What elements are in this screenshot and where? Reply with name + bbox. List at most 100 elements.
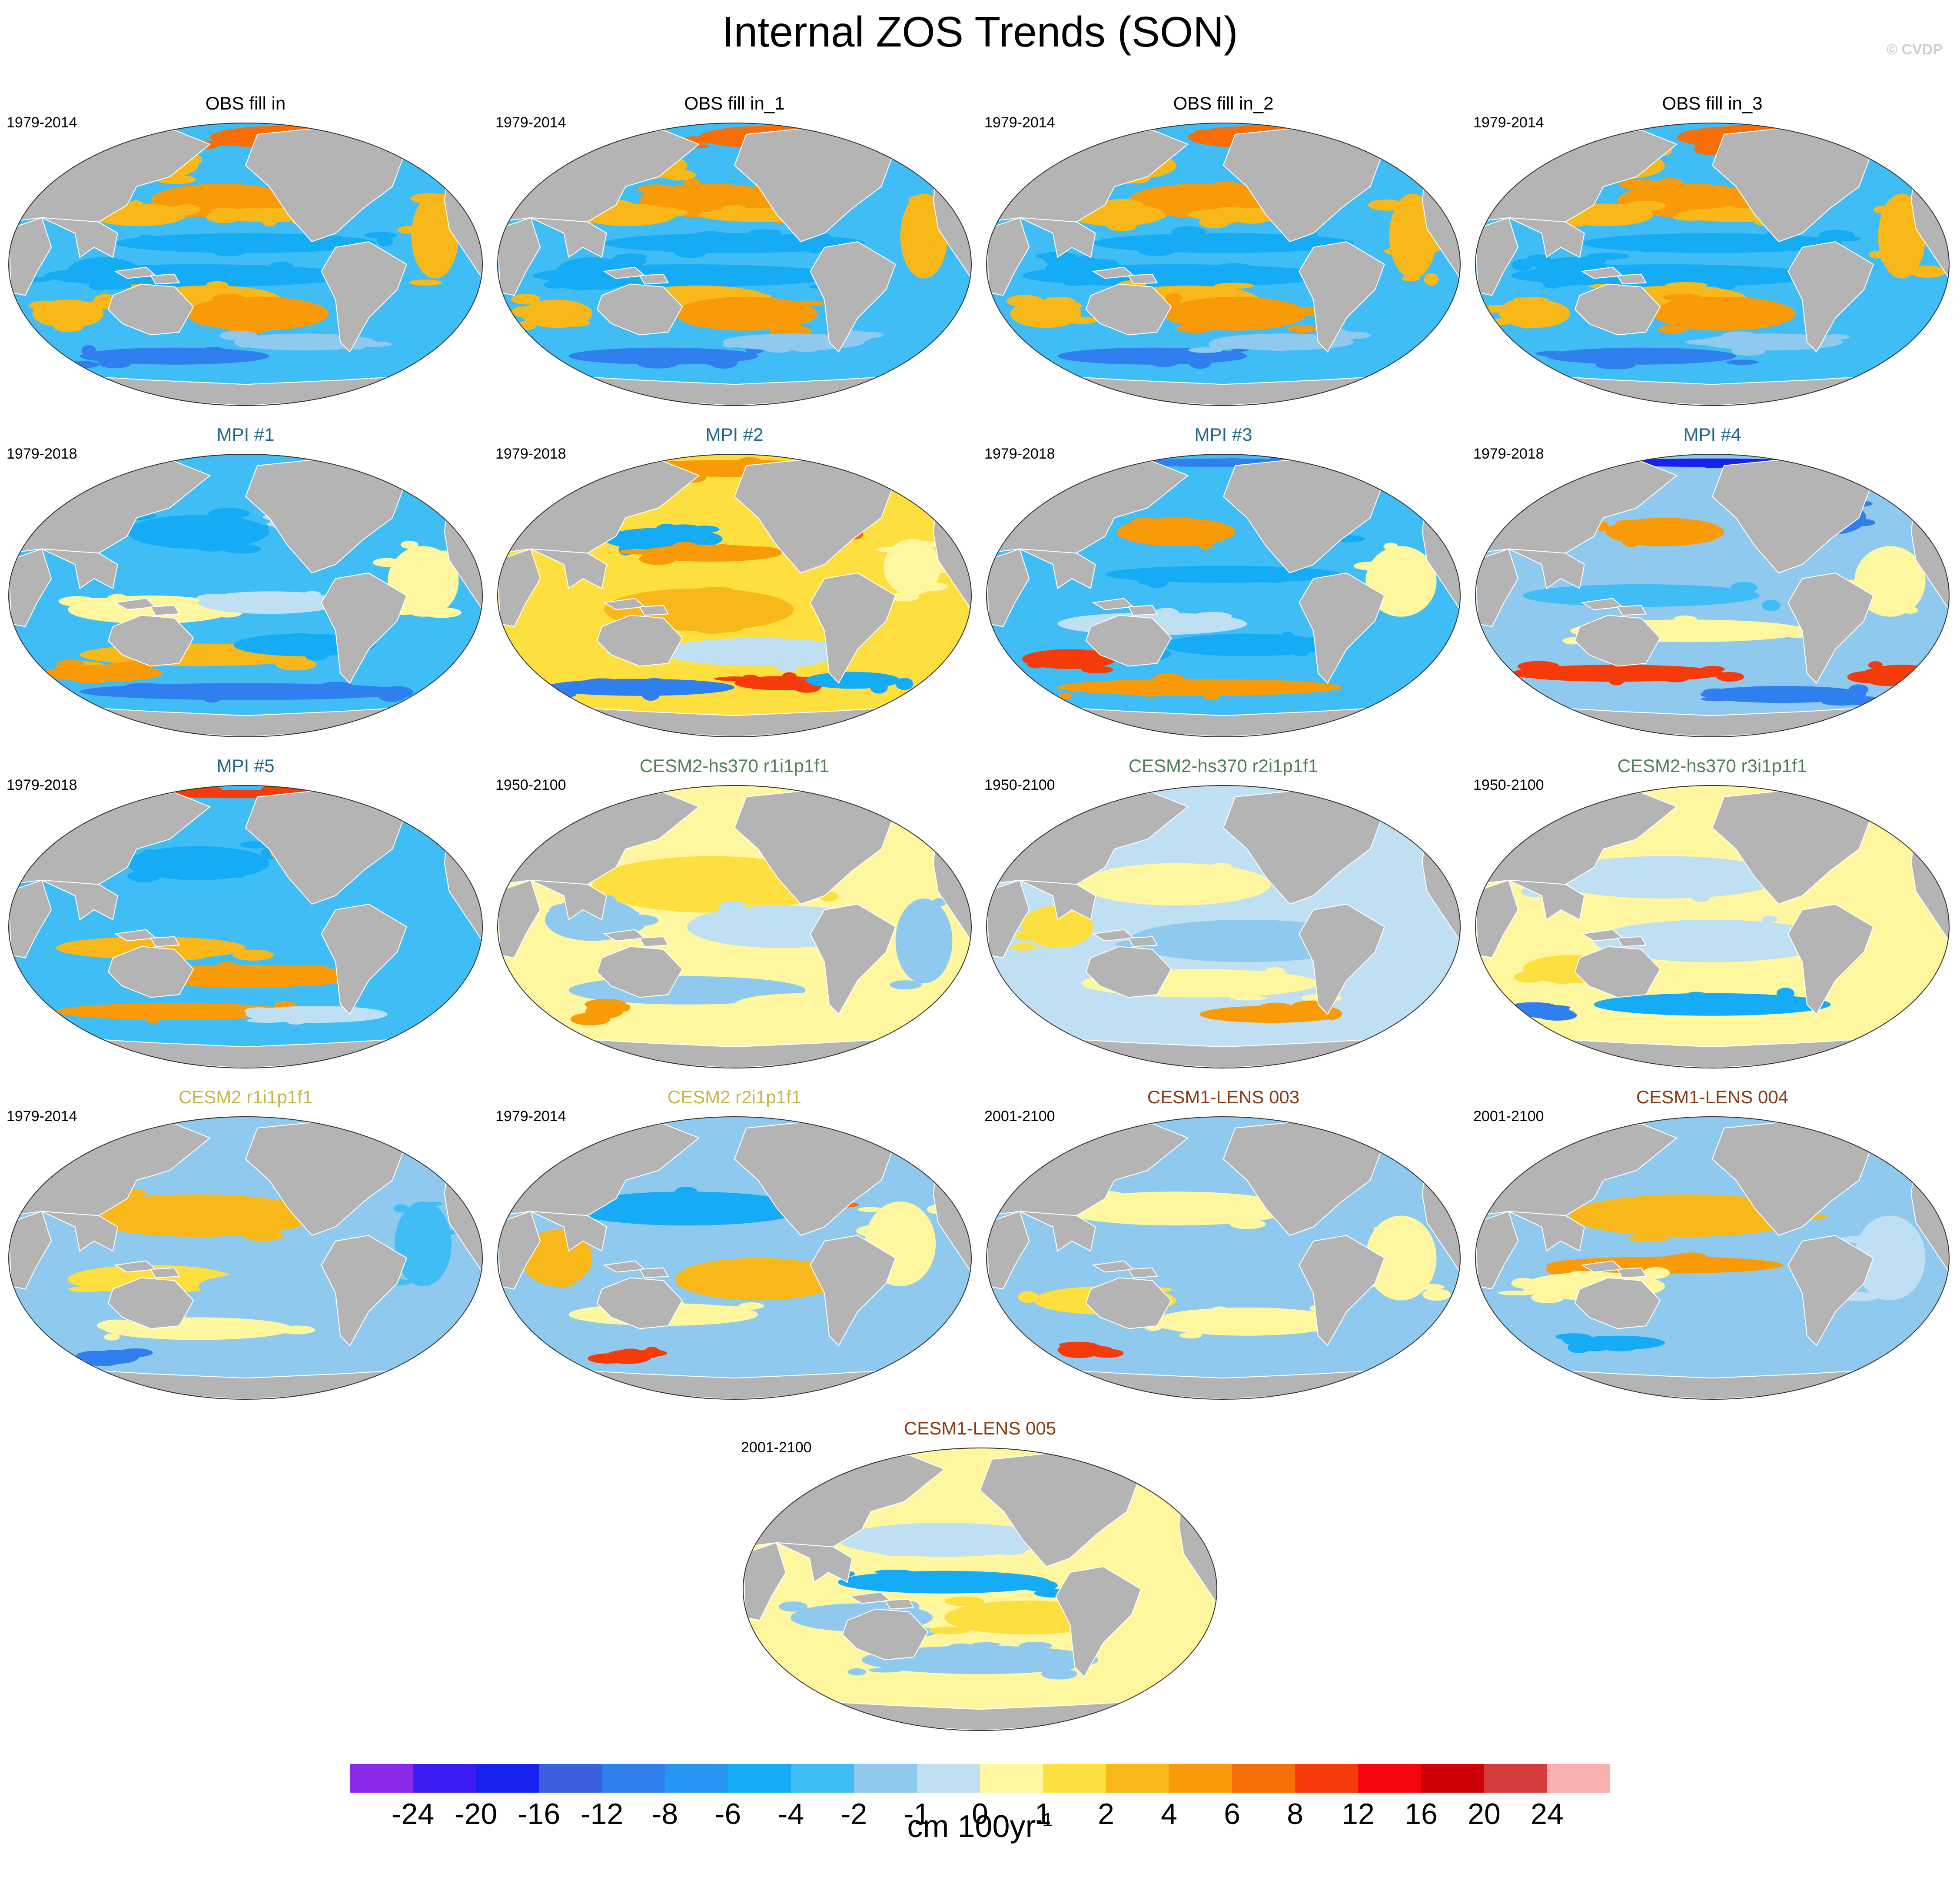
trend-speckle [1720, 206, 1736, 213]
trend-region [1629, 1293, 1843, 1322]
colorbar-box [1106, 1764, 1169, 1793]
colorbar-tick-label: -8 [652, 1797, 678, 1830]
trend-speckle [752, 650, 781, 659]
trend-speckle [975, 1536, 1013, 1548]
trend-speckle [424, 1201, 443, 1206]
panel-title: MPI #2 [705, 424, 764, 445]
trend-speckle [1538, 1010, 1577, 1021]
trend-speckle [1020, 1579, 1058, 1591]
trend-speckle [1673, 214, 1708, 221]
trend-speckle [1767, 336, 1801, 342]
trend-region [1523, 584, 1760, 607]
trend-region [1164, 296, 1306, 331]
trend-speckle [1130, 517, 1163, 528]
trend-speckle [582, 277, 621, 290]
trend-speckle [317, 682, 355, 694]
trend-speckle [1592, 357, 1608, 363]
panel-title: MPI #1 [216, 424, 275, 445]
trend-speckle [1540, 959, 1567, 965]
trend-speckle [1514, 972, 1545, 983]
colorbar-box [413, 1764, 476, 1793]
trend-speckle [1019, 1641, 1052, 1650]
trend-speckle [789, 300, 825, 306]
trend-speckle [756, 315, 792, 325]
trend-speckle [97, 266, 116, 279]
trend-speckle [217, 972, 249, 985]
colorbar-box [1232, 1764, 1295, 1793]
land-mass [107, 946, 194, 998]
world-map [986, 454, 1461, 737]
ocean-field [1475, 1117, 1949, 1399]
trend-speckle [1648, 876, 1674, 886]
map-panel: OBS fill in_2 1979-2014 [984, 91, 1462, 413]
colorbar-box [1043, 1764, 1106, 1793]
trend-speckle [29, 300, 61, 311]
trend-speckle [1851, 519, 1876, 526]
trend-speckle [1077, 256, 1092, 262]
trend-speckle [540, 318, 571, 325]
trend-region [1152, 1307, 1342, 1336]
trend-speckle [321, 1015, 339, 1023]
trend-speckle [1197, 538, 1214, 549]
land-mass [596, 1277, 683, 1329]
land-mass [596, 946, 683, 998]
trend-speckle [818, 1012, 836, 1019]
trend-speckle [776, 913, 801, 924]
trend-speckle [630, 1203, 657, 1208]
trend-speckle [121, 213, 142, 222]
land-mass [1085, 1277, 1172, 1329]
trend-speckle [1781, 237, 1812, 249]
trend-speckle [1137, 577, 1159, 585]
trend-speckle [272, 1270, 296, 1278]
trend-speckle [1373, 1226, 1395, 1231]
trend-speckle [1824, 334, 1850, 340]
land-mass [1019, 879, 1096, 921]
land-mass [41, 879, 118, 921]
trend-speckle [119, 1348, 153, 1357]
panel-title: MPI #3 [1194, 424, 1252, 445]
trend-speckle [205, 288, 222, 293]
trend-speckle [908, 195, 937, 205]
trend-speckle [1238, 217, 1266, 224]
map-border [8, 1116, 483, 1400]
trend-speckle [237, 597, 254, 607]
trend-speckle [273, 1283, 300, 1292]
trend-speckle [170, 1008, 196, 1015]
panel-years: 1979-2018 [7, 777, 77, 793]
trend-speckle [1868, 250, 1884, 259]
trend-speckle [651, 682, 690, 689]
trend-speckle [1863, 581, 1902, 592]
trend-speckle [638, 184, 675, 195]
trend-speckle [1179, 1332, 1202, 1339]
copyright-watermark: © CVDP [1887, 41, 1943, 58]
trend-speckle [54, 322, 83, 332]
trend-speckle [1399, 929, 1441, 938]
trend-speckle [1224, 941, 1254, 951]
panel-years: 1979-2014 [495, 1108, 566, 1125]
ocean-field [987, 1117, 1460, 1399]
trend-speckle [196, 593, 236, 601]
map-border [986, 1116, 1461, 1400]
map-panel: CESM2-hs370 r3i1p1f1 1950-2100 [1473, 754, 1951, 1075]
land-mass [530, 879, 607, 921]
trend-speckle [1170, 1573, 1187, 1580]
trend-speckle [1676, 199, 1706, 209]
land-mass [1508, 548, 1585, 589]
trend-speckle [782, 672, 797, 680]
map-panel: OBS fill in_3 1979-2014 [1473, 91, 1951, 413]
trend-speckle [695, 883, 732, 894]
land-mass [1299, 241, 1385, 353]
land-mass [530, 548, 607, 589]
trend-speckle [724, 924, 762, 936]
trend-speckle [1525, 254, 1551, 267]
trend-speckle [372, 558, 401, 567]
trend-speckle [1863, 937, 1894, 948]
colorbar-tick-label: 6 [1224, 1797, 1240, 1830]
panel-title: CESM1-LENS 005 [904, 1418, 1056, 1438]
trend-speckle [619, 549, 647, 555]
trend-speckle [512, 306, 536, 317]
trend-speckle [98, 356, 133, 367]
map-panel: MPI #1 1979-2018 [7, 423, 485, 744]
panel-title: CESM1-LENS 003 [1147, 1087, 1300, 1107]
